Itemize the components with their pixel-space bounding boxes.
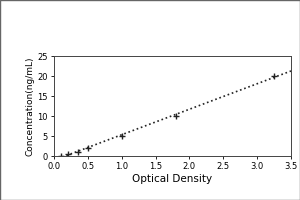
X-axis label: Optical Density: Optical Density	[132, 174, 213, 184]
Y-axis label: Concentration(ng/mL): Concentration(ng/mL)	[26, 56, 34, 156]
